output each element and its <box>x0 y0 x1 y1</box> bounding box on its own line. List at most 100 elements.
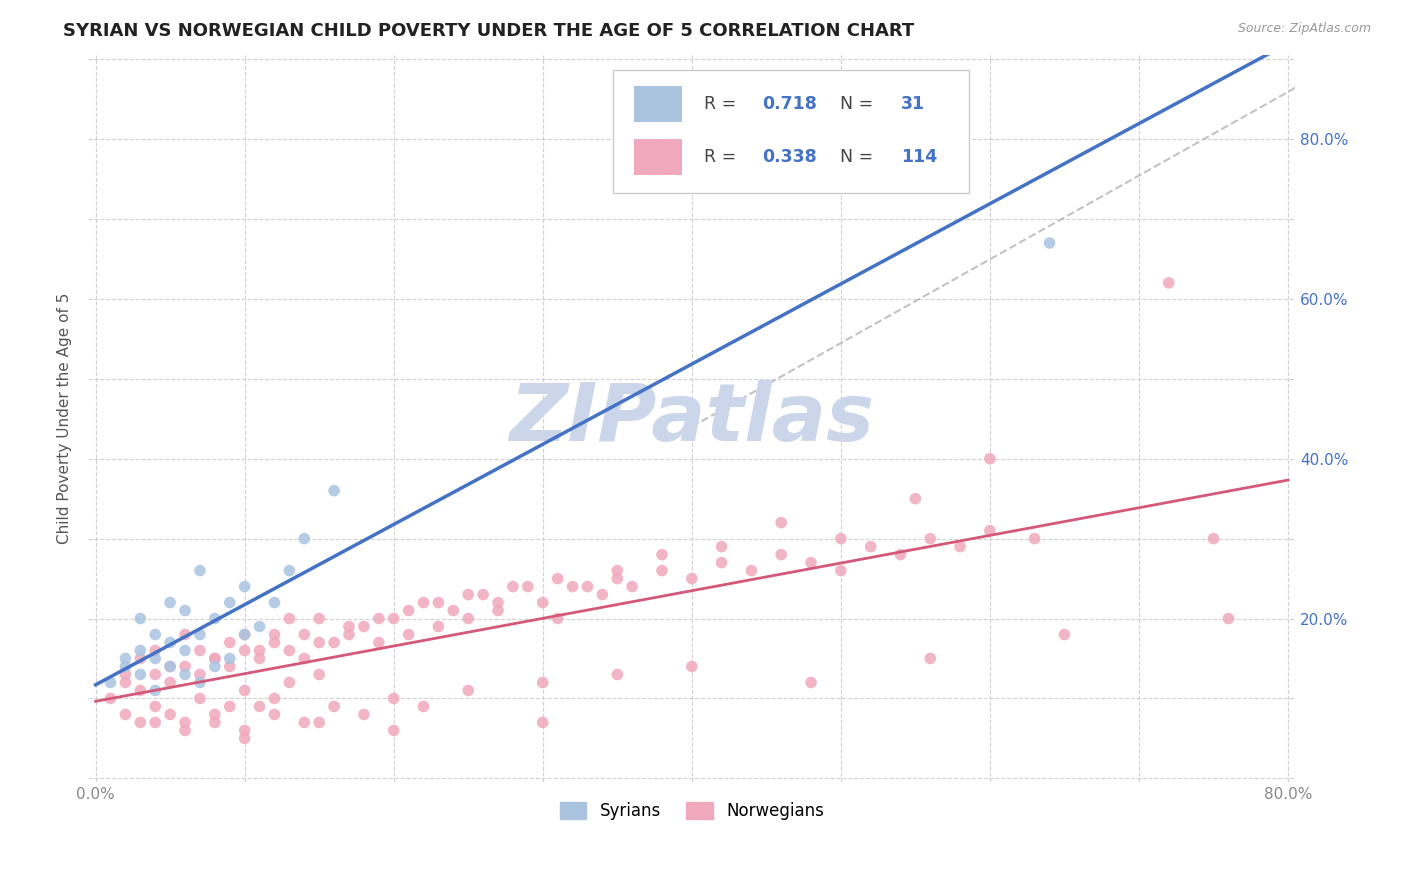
Point <box>889 548 911 562</box>
Point <box>337 627 360 641</box>
Text: SYRIAN VS NORWEGIAN CHILD POVERTY UNDER THE AGE OF 5 CORRELATION CHART: SYRIAN VS NORWEGIAN CHILD POVERTY UNDER … <box>63 22 914 40</box>
Point <box>457 611 479 625</box>
Point <box>292 651 315 665</box>
Point <box>114 659 136 673</box>
Point <box>531 596 554 610</box>
Point <box>218 699 240 714</box>
Point <box>204 651 226 665</box>
Point <box>143 651 166 665</box>
Point <box>920 651 942 665</box>
Point <box>710 556 733 570</box>
Text: 0.338: 0.338 <box>762 148 817 166</box>
Point <box>308 667 330 681</box>
Point <box>681 659 703 673</box>
Point <box>770 516 793 530</box>
Point <box>218 651 240 665</box>
Point <box>174 627 197 641</box>
Point <box>129 651 152 665</box>
Point <box>353 619 375 633</box>
Point <box>323 483 346 498</box>
Point <box>233 627 256 641</box>
Point <box>441 603 464 617</box>
Point <box>398 627 420 641</box>
Point <box>531 715 554 730</box>
Text: R =: R = <box>704 148 741 166</box>
Point <box>114 707 136 722</box>
Point <box>249 619 271 633</box>
Point <box>263 596 285 610</box>
Text: Source: ZipAtlas.com: Source: ZipAtlas.com <box>1237 22 1371 36</box>
Point <box>323 635 346 649</box>
Point <box>263 627 285 641</box>
Text: 0.718: 0.718 <box>762 95 817 113</box>
Point <box>159 707 181 722</box>
Point <box>292 532 315 546</box>
Point <box>174 715 197 730</box>
Point <box>382 723 405 738</box>
Point <box>100 675 122 690</box>
Point <box>218 659 240 673</box>
Point <box>337 619 360 633</box>
Point <box>740 564 762 578</box>
Point <box>979 451 1001 466</box>
Point <box>143 627 166 641</box>
Point <box>204 715 226 730</box>
Point <box>800 556 823 570</box>
Point <box>1053 627 1076 641</box>
Point <box>233 723 256 738</box>
Point <box>502 580 524 594</box>
Point <box>114 675 136 690</box>
Point <box>486 596 509 610</box>
Bar <box>634 86 682 122</box>
Point <box>323 699 346 714</box>
Point <box>249 699 271 714</box>
Point <box>278 675 301 690</box>
Point <box>159 596 181 610</box>
Point <box>412 596 434 610</box>
Point <box>308 611 330 625</box>
Text: 114: 114 <box>901 148 936 166</box>
Text: R =: R = <box>704 95 741 113</box>
Point <box>651 564 673 578</box>
Point <box>367 611 389 625</box>
Point <box>353 707 375 722</box>
Point <box>204 611 226 625</box>
Point <box>278 564 301 578</box>
Point <box>249 643 271 657</box>
Point <box>263 707 285 722</box>
Point <box>278 611 301 625</box>
Point <box>292 627 315 641</box>
Point <box>457 588 479 602</box>
Point <box>516 580 538 594</box>
Point <box>531 675 554 690</box>
Point <box>979 524 1001 538</box>
Point <box>188 667 211 681</box>
Point <box>859 540 882 554</box>
Point <box>278 643 301 657</box>
Point <box>904 491 927 506</box>
Bar <box>634 139 682 175</box>
Point <box>382 611 405 625</box>
Point <box>606 667 628 681</box>
Legend: Syrians, Norwegians: Syrians, Norwegians <box>553 795 831 826</box>
Point <box>367 635 389 649</box>
Point <box>292 715 315 730</box>
Point <box>204 707 226 722</box>
Point <box>308 635 330 649</box>
Point <box>233 627 256 641</box>
Point <box>143 715 166 730</box>
Text: ZIPatlas: ZIPatlas <box>509 380 875 458</box>
Point <box>427 596 450 610</box>
Point <box>486 603 509 617</box>
Point <box>159 659 181 673</box>
Point <box>382 691 405 706</box>
Point <box>188 675 211 690</box>
Point <box>174 659 197 673</box>
Point <box>143 683 166 698</box>
Point <box>204 651 226 665</box>
Point <box>427 619 450 633</box>
Point <box>159 659 181 673</box>
Point <box>412 699 434 714</box>
Point <box>249 651 271 665</box>
Point <box>1202 532 1225 546</box>
